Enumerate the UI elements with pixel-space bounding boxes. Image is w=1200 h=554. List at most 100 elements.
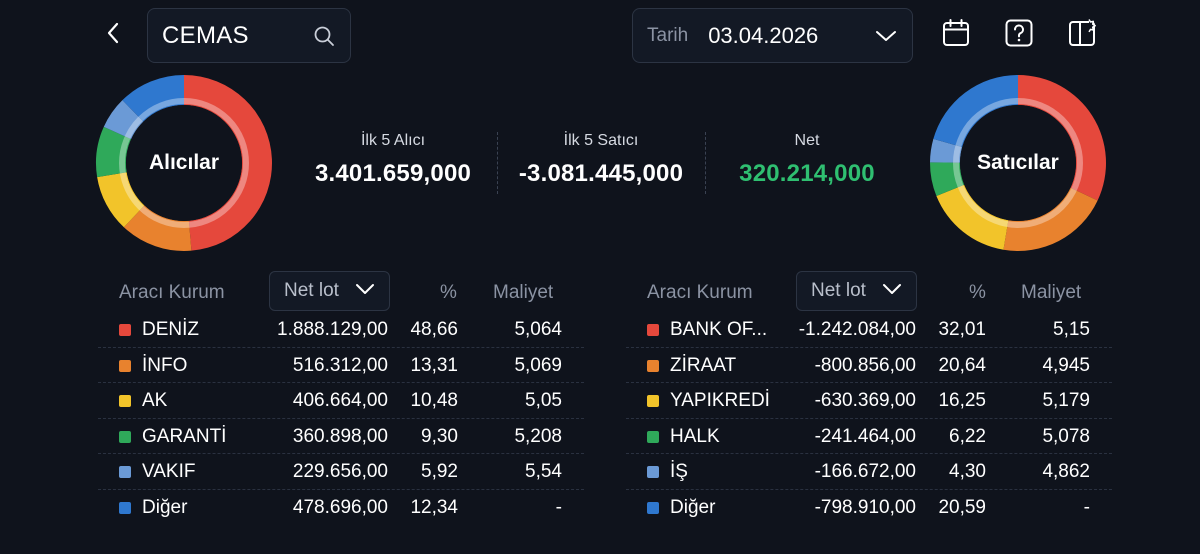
top-buyers-summary: İlk 5 Alıcı 3.401.659,000 — [295, 132, 491, 194]
donut-segment — [936, 184, 1009, 250]
buyers-donut-svg — [96, 75, 273, 252]
sellers-net-lot-sort[interactable]: Net lot — [796, 271, 917, 311]
percent-value: 20,59 — [938, 496, 986, 518]
calendar-button[interactable] — [939, 18, 973, 52]
donut-segment — [97, 172, 145, 228]
calendar-icon — [941, 18, 971, 53]
color-swatch — [647, 430, 659, 443]
percent-value: 32,01 — [938, 319, 986, 340]
table-row[interactable]: ZİRAAT -800.856,00 20,64 4,945 — [626, 348, 1112, 383]
broker-name: Diğer — [142, 496, 188, 518]
broker-name: Diğer — [670, 496, 716, 518]
net-lot-value: 406.664,00 — [292, 390, 388, 411]
table-row[interactable]: HALK -241.464,00 6,22 5,078 — [626, 419, 1112, 454]
col-percent: % — [440, 282, 457, 303]
net-label: Net — [794, 132, 820, 149]
donut-segment — [933, 75, 1018, 148]
buyers-table: Aracı Kurum Net lot % Maliyet DENİZ 1.888… — [98, 268, 584, 525]
cost-value: 5,05 — [525, 390, 562, 411]
net-lot-value: 229.656,00 — [292, 461, 388, 482]
color-swatch — [119, 324, 131, 336]
color-swatch — [119, 466, 131, 478]
table-row[interactable]: GARANTİ 360.898,00 9,30 5,208 — [98, 419, 584, 454]
search-value: CEMAS — [162, 21, 249, 49]
cost-value: 5,208 — [514, 425, 562, 447]
net-lot-value: -630.369,00 — [814, 390, 916, 411]
table-row[interactable]: DENİZ 1.888.129,00 48,66 5,064 — [98, 312, 584, 348]
net-lot-value: 1.888.129,00 — [277, 319, 388, 340]
broker-name: AK — [142, 390, 168, 411]
buyers-donut-chart: Alıcılar — [95, 74, 273, 252]
table-row[interactable]: VAKIF 229.656,00 5,92 5,54 — [98, 454, 584, 490]
color-swatch — [119, 501, 131, 514]
help-button[interactable] — [1002, 18, 1036, 52]
donut-inner-ring — [119, 98, 249, 228]
cost-value: 5,069 — [514, 354, 562, 376]
donut-segment — [184, 75, 273, 251]
layout-icon — [1067, 17, 1099, 54]
cost-value: 5,064 — [514, 319, 562, 340]
layout-button[interactable] — [1066, 18, 1100, 52]
percent-value: 5,92 — [421, 461, 458, 482]
cost-value: 5,078 — [1042, 425, 1090, 447]
top-sellers-value: -3.081.445,000 — [518, 160, 684, 187]
date-value: 03.04.2026 — [708, 22, 819, 48]
net-lot-value: -166.672,00 — [814, 461, 916, 482]
chevron-down-icon[interactable] — [874, 24, 898, 48]
top-buyers-value: 3.401.659,000 — [314, 160, 472, 187]
top-sellers-summary: İlk 5 Satıcı -3.081.445,000 — [503, 132, 699, 194]
sellers-table-body: BANK OF... -1.242.084,00 32,01 5,15 ZİRAAT -8… — [626, 312, 1112, 525]
table-row[interactable]: AK 406.664,00 10,48 5,05 — [98, 383, 584, 419]
percent-value: 4,30 — [949, 461, 986, 482]
buyers-table-header: Aracı Kurum Net lot % Maliyet — [98, 268, 584, 312]
summary-divider — [705, 132, 706, 194]
table-row[interactable]: BANK OF... -1.242.084,00 32,01 5,15 — [626, 312, 1112, 348]
search-icon[interactable] — [312, 24, 336, 48]
col-cost: Maliyet — [1021, 282, 1082, 303]
table-row[interactable]: YAPIKREDİ -630.369,00 16,25 5,179 — [626, 383, 1112, 419]
broker-name: YAPIKREDİ — [670, 390, 770, 411]
buyers-donut-label: Alıcılar — [148, 151, 220, 174]
sellers-table: Aracı Kurum Net lot % Maliyet BANK OF...… — [626, 268, 1112, 525]
donut-inner-ring — [953, 98, 1083, 228]
col-percent: % — [969, 282, 986, 303]
back-button[interactable] — [98, 18, 128, 52]
date-select[interactable]: Tarih 03.04.2026 — [632, 8, 913, 63]
net-lot-value: 516.312,00 — [292, 354, 388, 376]
broker-name: VAKIF — [142, 461, 196, 482]
buyers-net-lot-sort[interactable]: Net lot — [269, 271, 390, 311]
net-summary: Net 320.214,000 — [711, 132, 903, 194]
percent-value: 16,25 — [938, 390, 986, 411]
percent-value: 13,31 — [410, 354, 458, 376]
col-net-lot: Net lot — [284, 280, 339, 301]
top-sellers-label: İlk 5 Satıcı — [563, 132, 639, 149]
donut-segment — [930, 138, 963, 163]
color-swatch — [647, 501, 659, 514]
table-row[interactable]: Diğer -798.910,00 20,59 - — [626, 490, 1112, 526]
sellers-table-header: Aracı Kurum Net lot % Maliyet — [626, 268, 1112, 312]
broker-name: GARANTİ — [142, 425, 227, 447]
chevron-down-icon — [882, 282, 902, 300]
net-lot-value: -241.464,00 — [814, 425, 916, 447]
col-net-lot: Net lot — [811, 280, 866, 301]
table-row[interactable]: İNFO 516.312,00 13,31 5,069 — [98, 348, 584, 383]
stock-search-input[interactable]: CEMAS — [147, 8, 351, 63]
sellers-donut-label: Satıcılar — [977, 151, 1059, 174]
donut-segment — [930, 162, 965, 196]
cost-value: 5,15 — [1053, 319, 1090, 340]
color-swatch — [647, 324, 659, 336]
top-buyers-label: İlk 5 Alıcı — [360, 132, 426, 149]
col-broker: Aracı Kurum — [647, 282, 753, 303]
broker-name: BANK OF... — [670, 319, 768, 340]
donut-segment — [1018, 75, 1106, 201]
percent-value: 20,64 — [938, 354, 986, 376]
color-swatch — [119, 359, 131, 372]
broker-name: İŞ — [670, 461, 688, 482]
sellers-donut-chart: Satıcılar — [929, 74, 1107, 252]
cost-value: 5,54 — [525, 461, 562, 482]
color-swatch — [119, 395, 131, 407]
table-row[interactable]: Diğer 478.696,00 12,34 - — [98, 490, 584, 526]
color-swatch — [119, 430, 131, 443]
table-row[interactable]: İŞ -166.672,00 4,30 4,862 — [626, 454, 1112, 490]
